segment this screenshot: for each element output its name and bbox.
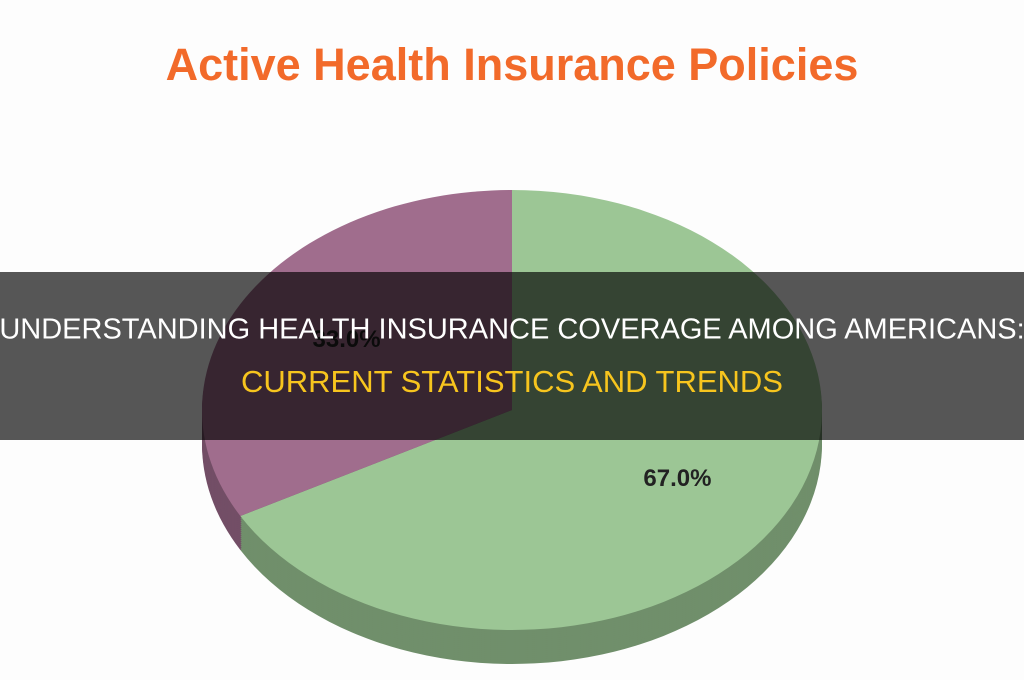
banner-line1: UNDERSTANDING HEALTH INSURANCE COVERAGE … xyxy=(0,314,1024,346)
chart-title: Active Health Insurance Policies xyxy=(166,39,859,90)
banner-line2: CURRENT STATISTICS AND TRENDS xyxy=(241,364,783,399)
banner xyxy=(0,272,1024,440)
value-label: 67.0% xyxy=(643,465,711,492)
